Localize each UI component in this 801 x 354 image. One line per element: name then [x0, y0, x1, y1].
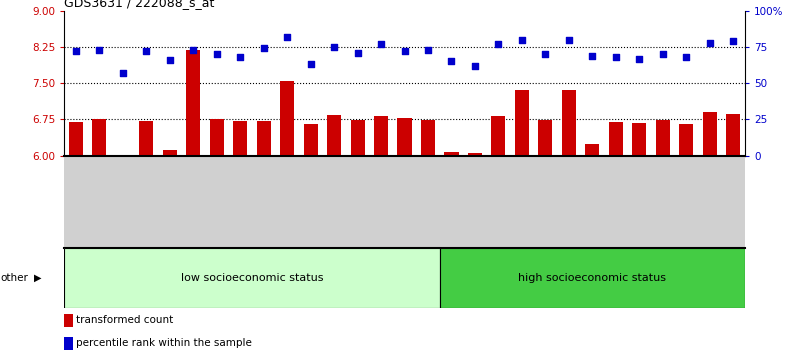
Point [539, 51, 552, 57]
Point [469, 63, 481, 69]
Text: GDS3631 / 222088_s_at: GDS3631 / 222088_s_at [64, 0, 215, 10]
Bar [304, 124, 318, 156]
Text: other: other [1, 273, 29, 283]
Bar [374, 116, 388, 156]
Text: percentile rank within the sample: percentile rank within the sample [76, 338, 252, 348]
Point [445, 58, 458, 64]
Bar [256, 121, 271, 156]
Point [656, 51, 669, 57]
Point [375, 41, 388, 47]
Bar [491, 116, 505, 156]
Point [70, 48, 83, 54]
Text: transformed count: transformed count [76, 315, 173, 325]
Bar [351, 120, 364, 156]
Bar [679, 124, 694, 156]
Text: ▶: ▶ [34, 273, 42, 283]
Point [328, 44, 340, 50]
Bar [515, 91, 529, 156]
Bar [233, 121, 248, 156]
Point [516, 37, 529, 42]
Point [703, 40, 716, 45]
Bar [538, 120, 553, 156]
Point [398, 48, 411, 54]
Bar [632, 123, 646, 156]
Point [727, 38, 739, 44]
Point [93, 47, 106, 53]
Bar [586, 144, 599, 156]
Bar [115, 155, 130, 156]
Bar [609, 122, 623, 156]
Point [351, 50, 364, 56]
Point [680, 54, 693, 60]
Point [116, 70, 129, 76]
Point [257, 46, 270, 51]
Point [421, 47, 434, 53]
Bar [280, 81, 294, 156]
Point [187, 47, 199, 53]
Text: high socioeconomic status: high socioeconomic status [518, 273, 666, 283]
Bar [562, 91, 576, 156]
Point [280, 34, 293, 40]
Point [234, 54, 247, 60]
Point [586, 53, 598, 58]
Bar [64, 314, 73, 327]
Bar [210, 120, 223, 156]
Bar [440, 248, 745, 308]
Point [304, 62, 317, 67]
Bar [64, 248, 440, 308]
Bar [421, 120, 435, 156]
Point [610, 54, 622, 60]
Bar [64, 337, 73, 350]
Bar [139, 121, 153, 156]
Bar [92, 120, 107, 156]
Bar [468, 153, 482, 156]
Bar [69, 122, 83, 156]
Point [211, 51, 223, 57]
Point [140, 48, 153, 54]
Bar [163, 150, 177, 156]
Bar [656, 120, 670, 156]
Point [163, 57, 176, 63]
Bar [702, 112, 717, 156]
Bar [445, 152, 458, 156]
Bar [397, 118, 412, 156]
Point [633, 56, 646, 61]
Bar [727, 114, 740, 156]
Text: low socioeconomic status: low socioeconomic status [181, 273, 323, 283]
Bar [327, 115, 341, 156]
Point [562, 37, 575, 42]
Bar [186, 50, 200, 156]
Point [492, 41, 505, 47]
